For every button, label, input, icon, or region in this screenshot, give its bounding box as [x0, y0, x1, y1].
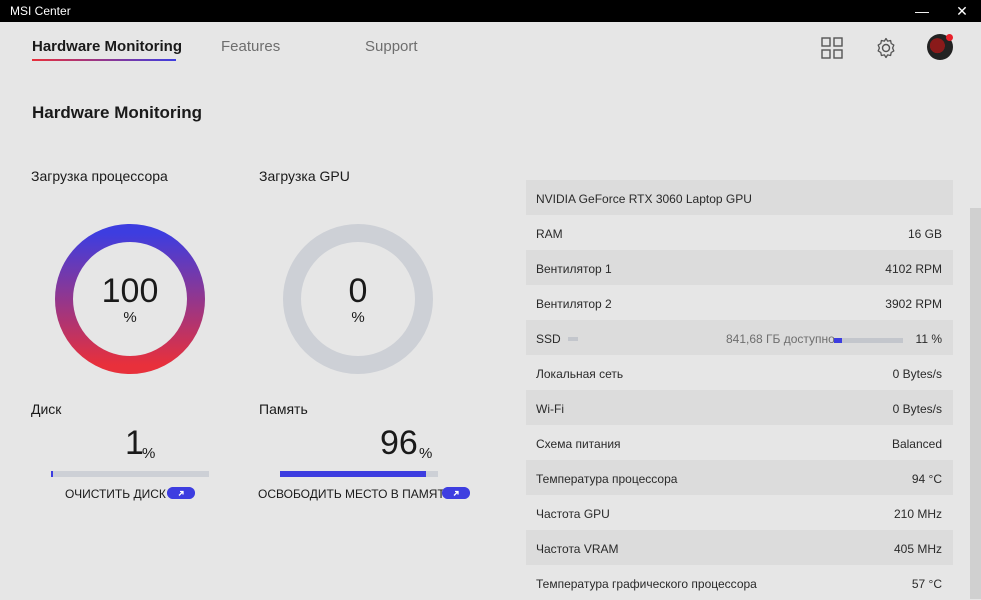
hardware-stats-list: NVIDIA GeForce RTX 3060 Laptop GPU RAM 1…: [526, 180, 953, 600]
stat-row-gpu-temp: Температура графического процессора 57 °…: [526, 565, 953, 600]
memory-label: Память: [259, 401, 308, 417]
stat-row-cpu-temp: Температура процессора 94 °C: [526, 460, 953, 495]
cpu-load-label: Загрузка процессора: [31, 168, 168, 184]
stat-value: 0 Bytes/s: [892, 367, 942, 381]
stat-value: 11 %: [915, 332, 942, 346]
ssd-free-space: 841,68 ГБ доступно: [726, 332, 835, 346]
disk-label: Диск: [31, 401, 62, 417]
stat-row-gpu-clock: Частота GPU 210 MHz: [526, 495, 953, 530]
clean-disk-button[interactable]: [167, 487, 195, 499]
stat-row-gpu-model: NVIDIA GeForce RTX 3060 Laptop GPU: [526, 180, 953, 215]
arrow-up-right-icon: [178, 490, 184, 496]
stat-row-vram-clock: Частота VRAM 405 MHz: [526, 530, 953, 565]
stat-key: Температура графического процессора: [536, 577, 757, 591]
stat-row-power-plan: Схема питания Balanced: [526, 425, 953, 460]
memory-bar-fill: [280, 471, 426, 477]
tab-hardware-monitoring[interactable]: Hardware Monitoring: [32, 38, 183, 55]
stat-value: Balanced: [891, 437, 942, 451]
stat-key: Частота VRAM: [536, 542, 619, 556]
cpu-load-arc: [55, 224, 205, 374]
stat-row-fan-1: Вентилятор 1 4102 RPM: [526, 250, 953, 285]
stat-value: 16 GB: [907, 227, 942, 241]
stats-scrollbar[interactable]: [970, 208, 981, 599]
cpu-load-unit: %: [123, 309, 137, 326]
tab-support[interactable]: Support: [365, 38, 418, 55]
window-title: MSI Center: [10, 4, 71, 18]
stat-row-wifi: Wi-Fi 0 Bytes/s: [526, 390, 953, 425]
gear-icon[interactable]: [874, 36, 898, 60]
stat-value: 0 Bytes/s: [892, 402, 942, 416]
disk-bar-track: [51, 471, 209, 477]
disk-value: 1: [125, 424, 144, 462]
gpu-load-donut: [283, 224, 433, 374]
title-bar: MSI Center — ✕: [0, 0, 981, 22]
cpu-load-value: 100: [101, 272, 159, 310]
disk-unit: %: [142, 445, 156, 462]
ssd-indicator: [568, 337, 578, 341]
memory-unit: %: [419, 445, 433, 462]
free-memory-button[interactable]: [442, 487, 470, 499]
stat-key: Wi-Fi: [536, 402, 564, 416]
tab-features[interactable]: Features: [221, 38, 281, 55]
stat-row-ram: RAM 16 GB: [526, 215, 953, 250]
stat-value: 94 °C: [911, 472, 942, 486]
stat-value: 210 MHz: [893, 507, 942, 521]
stat-key: Частота GPU: [536, 507, 610, 521]
stat-row-fan-2: Вентилятор 2 3902 RPM: [526, 285, 953, 320]
minimize-button[interactable]: —: [915, 3, 929, 19]
gpu-load-label: Загрузка GPU: [259, 168, 350, 184]
stat-key: Схема питания: [536, 437, 621, 451]
clean-disk-label: ОЧИСТИТЬ ДИСК: [65, 487, 166, 501]
ssd-bar-fill: [834, 338, 842, 343]
notification-dot: [946, 34, 953, 41]
stat-value: 405 MHz: [893, 542, 942, 556]
stat-value: 57 °C: [911, 577, 942, 591]
memory-value: 96: [380, 424, 418, 462]
stat-value: 3902 RPM: [885, 297, 942, 311]
disk-bar-fill: [51, 471, 53, 477]
arrow-up-right-icon: [453, 490, 459, 496]
ssd-bar-track: [834, 338, 903, 343]
stat-row-ssd: SSD 841,68 ГБ доступно 11 %: [526, 320, 953, 355]
free-memory-label: ОСВОБОДИТЬ МЕСТО В ПАМЯТИ: [258, 487, 454, 501]
stat-key: SSD: [536, 332, 561, 346]
stat-value: 4102 RPM: [885, 262, 942, 276]
stat-key: NVIDIA GeForce RTX 3060 Laptop GPU: [536, 192, 752, 206]
active-tab-underline: [32, 59, 176, 61]
gpu-load-value: 0: [348, 272, 368, 310]
stat-key: Вентилятор 1: [536, 262, 612, 276]
gpu-load-unit: %: [351, 309, 365, 326]
page-title: Hardware Monitoring: [32, 103, 203, 122]
stat-key: Вентилятор 2: [536, 297, 612, 311]
close-button[interactable]: ✕: [956, 3, 968, 19]
cpu-load-donut: [55, 224, 205, 374]
stat-key: Локальная сеть: [536, 367, 624, 381]
stat-key: RAM: [536, 227, 563, 241]
stat-key: Температура процессора: [536, 472, 678, 486]
stat-row-lan: Локальная сеть 0 Bytes/s: [526, 355, 953, 390]
grid-icon[interactable]: [820, 36, 844, 60]
